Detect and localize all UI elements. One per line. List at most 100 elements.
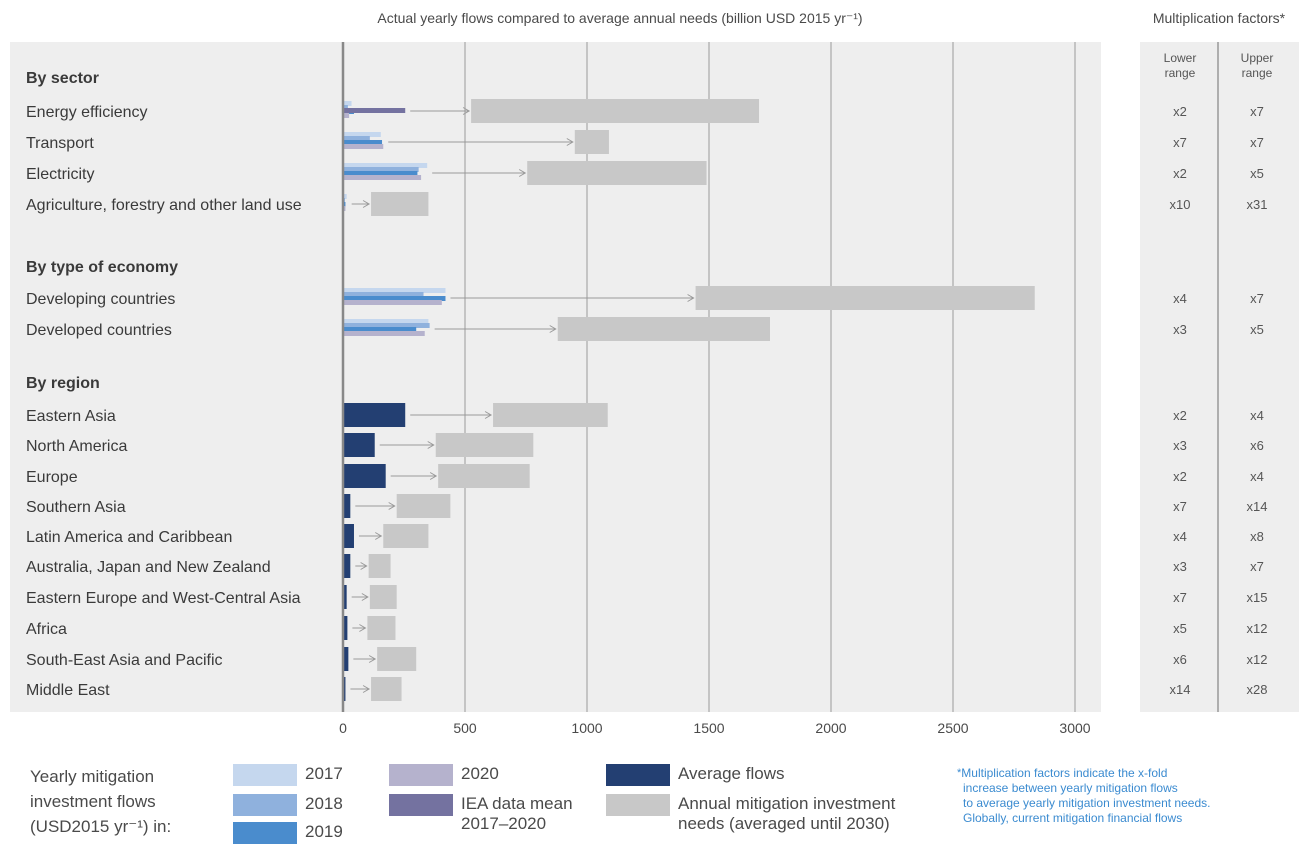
multiplier-upper-australia-japan-and-new-zealand: x7 (1250, 559, 1264, 574)
legend-item-2020: 2020 (389, 764, 499, 786)
multiplier-upper-developing-countries: x7 (1250, 291, 1264, 306)
multiplier-lower-europe: x2 (1173, 469, 1187, 484)
multiplier-upper-eastern-asia: x4 (1250, 408, 1264, 423)
multiplier-lower-energy-efficiency: x2 (1173, 104, 1187, 119)
row-label-developing-countries: Developing countries (26, 291, 175, 308)
multiplier-lower-developed-countries: x3 (1173, 322, 1187, 337)
legend-swatch-iea (389, 794, 453, 816)
multiplier-upper-southern-asia: x14 (1247, 499, 1268, 514)
legend-item-2018: 2018 (233, 794, 343, 816)
flow-bar-2020-developing-countries (343, 300, 442, 305)
needs-bar-africa (367, 616, 395, 640)
x-tick-label-3000: 3000 (1059, 720, 1090, 736)
multiplier-lower-africa: x5 (1173, 621, 1187, 636)
legend-label-2018: 2018 (305, 794, 343, 814)
legend-swatch-2018 (233, 794, 297, 816)
legend-label-needs: Annual mitigation investment needs (aver… (678, 794, 895, 834)
row-label-developed-countries: Developed countries (26, 322, 172, 339)
footnote-text: Multiplication factors indicate the x-fo… (961, 766, 1210, 825)
row-label-electricity: Electricity (26, 166, 94, 183)
row-label-eastern-asia: Eastern Asia (26, 408, 116, 425)
group-header-by-region: By region (26, 375, 100, 392)
row-label-transport: Transport (26, 135, 94, 152)
legend-swatch-average (606, 764, 670, 786)
legend-label-2020: 2020 (461, 764, 499, 784)
legend-swatch-2017 (233, 764, 297, 786)
needs-bar-electricity (527, 161, 706, 185)
x-tick-label-2000: 2000 (815, 720, 846, 736)
legend-label-iea: IEA data mean 2017–2020 (461, 794, 573, 834)
needs-bar-australia-japan-and-new-zealand (369, 554, 391, 578)
legend-item-2019: 2019 (233, 822, 343, 844)
multiplier-upper-energy-efficiency: x7 (1250, 104, 1264, 119)
needs-bar-europe (438, 464, 530, 488)
average-flow-bar-europe (343, 464, 386, 488)
multiplier-lower-transport: x7 (1173, 135, 1187, 150)
multiplier-lower-australia-japan-and-new-zealand: x3 (1173, 559, 1187, 574)
multiplier-upper-agriculture-forestry-and-other-land-use: x31 (1247, 197, 1268, 212)
multiplier-header-line: range (1165, 66, 1196, 80)
multiplier-lower-eastern-europe-and-west-central-asia: x7 (1173, 590, 1187, 605)
multiplier-upper-electricity: x5 (1250, 166, 1264, 181)
row-label-southern-asia: Southern Asia (26, 499, 126, 516)
x-tick-label-1500: 1500 (693, 720, 724, 736)
legend-swatch-2019 (233, 822, 297, 844)
row-label-africa: Africa (26, 621, 67, 638)
group-header-by-type-of-economy: By type of economy (26, 259, 178, 276)
legend-item-needs: Annual mitigation investment needs (aver… (606, 794, 895, 834)
flow-bar-2020-developed-countries (343, 331, 425, 336)
average-flow-bar-eastern-asia (343, 403, 405, 427)
row-label-energy-efficiency: Energy efficiency (26, 104, 148, 121)
needs-bar-agriculture-forestry-and-other-land-use (371, 192, 428, 216)
multiplier-lower-electricity: x2 (1173, 166, 1187, 181)
footnote: *Multiplication factors indicate the x-f… (963, 766, 1263, 826)
legend-label-2017: 2017 (305, 764, 343, 784)
multiplier-header-line: range (1242, 66, 1273, 80)
multiplier-lower-south-east-asia-and-pacific: x6 (1173, 652, 1187, 667)
multiplier-lower-middle-east: x14 (1170, 682, 1191, 697)
row-label-australia-japan-and-new-zealand: Australia, Japan and New Zealand (26, 559, 271, 576)
multiplier-upper-south-east-asia-and-pacific: x12 (1247, 652, 1268, 667)
needs-bar-southern-asia (397, 494, 451, 518)
multiplier-header-line: Upper (1241, 51, 1274, 65)
average-flow-bar-north-america (343, 433, 375, 457)
legend-label-2019: 2019 (305, 822, 343, 842)
multiplier-header-upper: Upper range (1241, 51, 1274, 80)
multiplier-lower-latin-america-and-caribbean: x4 (1173, 529, 1187, 544)
multiplier-lower-eastern-asia: x2 (1173, 408, 1187, 423)
flow-bar-2020-electricity (343, 175, 421, 180)
multiplier-lower-developing-countries: x4 (1173, 291, 1187, 306)
multiplier-upper-latin-america-and-caribbean: x8 (1250, 529, 1264, 544)
row-label-agriculture-forestry-and-other-land-use: Agriculture, forestry and other land use (26, 197, 302, 214)
mitigation-investment-chart: Actual yearly flows compared to average … (0, 0, 1299, 760)
needs-bar-eastern-europe-and-west-central-asia (370, 585, 397, 609)
needs-bar-developed-countries (558, 317, 770, 341)
group-header-by-sector: By sector (26, 70, 99, 87)
needs-bar-eastern-asia (493, 403, 608, 427)
legend-label-average: Average flows (678, 764, 784, 784)
multiplier-lower-agriculture-forestry-and-other-land-use: x10 (1170, 197, 1191, 212)
row-label-middle-east: Middle East (26, 682, 110, 699)
multiplier-upper-north-america: x6 (1250, 438, 1264, 453)
row-label-eastern-europe-and-west-central-asia: Eastern Europe and West-Central Asia (26, 590, 301, 607)
flow-bar-2020-transport (343, 144, 383, 149)
legend-swatch-needs (606, 794, 670, 816)
multiplier-upper-europe: x4 (1250, 469, 1264, 484)
legend-item-iea: IEA data mean 2017–2020 (389, 794, 573, 834)
legend-title: Yearly mitigation investment flows (USD2… (30, 764, 171, 839)
legend-swatch-2020 (389, 764, 453, 786)
average-flow-bar-latin-america-and-caribbean (343, 524, 354, 548)
legend-item-average: Average flows (606, 764, 784, 786)
row-label-latin-america-and-caribbean: Latin America and Caribbean (26, 529, 232, 546)
x-tick-label-2500: 2500 (937, 720, 968, 736)
row-label-south-east-asia-and-pacific: South-East Asia and Pacific (26, 652, 223, 669)
x-tick-label-1000: 1000 (571, 720, 602, 736)
needs-bar-energy-efficiency (471, 99, 759, 123)
multiplier-upper-eastern-europe-and-west-central-asia: x15 (1247, 590, 1268, 605)
multiplier-panel-title: Multiplication factors* (1153, 10, 1286, 26)
x-tick-label-0: 0 (339, 720, 347, 736)
multiplier-panel-background (1140, 42, 1299, 712)
needs-bar-transport (575, 130, 609, 154)
multiplier-header-line: Lower (1164, 51, 1197, 65)
legend-item-2017: 2017 (233, 764, 343, 786)
